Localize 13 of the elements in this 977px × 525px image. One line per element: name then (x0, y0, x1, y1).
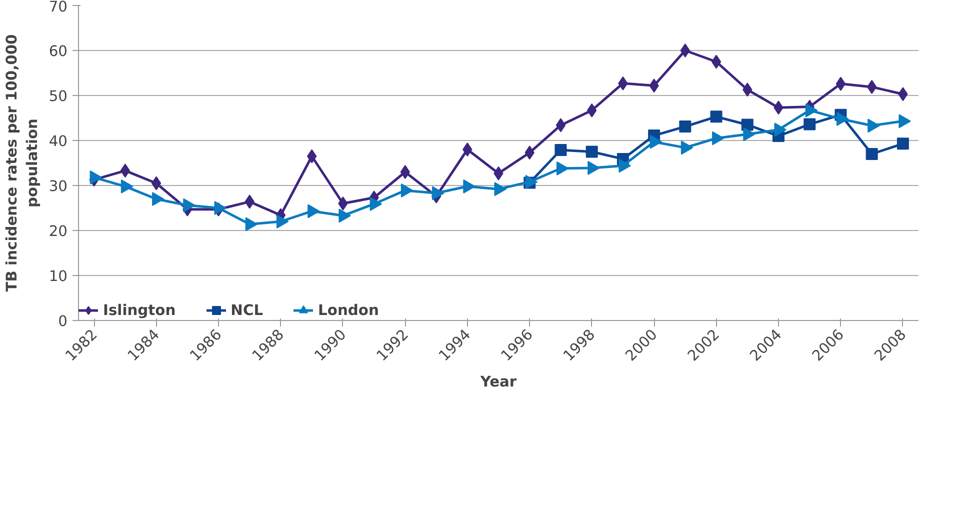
y-axis-title: TB incidence rates per 100,000 population (3, 34, 41, 292)
y-tick-label: 40 (48, 133, 68, 150)
x-axis-title: Year (479, 374, 518, 391)
legend-label: London (318, 302, 379, 318)
y-tick-label: 30 (48, 178, 68, 195)
y-tick-label: 10 (48, 268, 68, 285)
y-tick-label: 20 (48, 223, 68, 240)
y-tick-label: 50 (48, 88, 68, 105)
legend-label: NCL (230, 302, 264, 318)
y-tick-label: 60 (48, 43, 68, 60)
y-tick-label: 70 (48, 0, 68, 16)
legend-label: Islington (103, 302, 176, 318)
y-tick-label: 0 (58, 313, 68, 330)
